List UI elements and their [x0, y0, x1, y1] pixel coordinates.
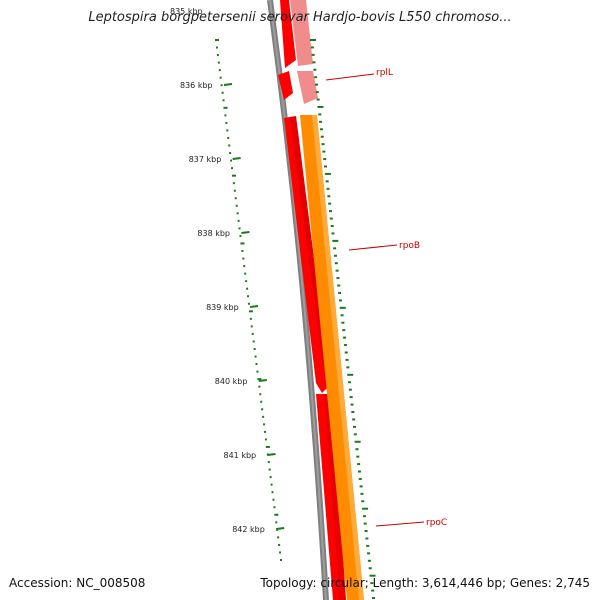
gene-feature-rpoC — [300, 115, 364, 600]
tick-mark — [276, 527, 285, 530]
tick-label-top: 835 kbp — [170, 7, 203, 16]
tick-label: 838 kbp — [197, 229, 230, 238]
map-title: Leptospira borgpetersenii serovar Hardjo… — [88, 10, 512, 25]
gc-dot-track-left — [215, 39, 282, 561]
tick-label: 837 kbp — [189, 155, 222, 164]
topology-summary: Topology: circular; Length: 3,614,446 bp… — [260, 576, 590, 590]
tick-label: 842 kbp — [232, 525, 265, 534]
tick-mark — [241, 231, 250, 234]
gene-label-rplL: rplL — [376, 68, 393, 78]
tick-label: 839 kbp — [206, 303, 239, 312]
tick-label: 841 kbp — [224, 451, 257, 460]
tick-mark — [258, 379, 267, 382]
gene-label-rpoB: rpoB — [399, 241, 420, 251]
accession-text: Accession: NC_008508 — [9, 576, 146, 590]
tick-label: 836 kbp — [180, 81, 213, 90]
tick-label: 840 kbp — [215, 377, 248, 386]
tick-mark — [267, 453, 276, 456]
tick-mark — [232, 157, 241, 160]
axis-ticks: 835 kbp 836 kbp 837 kbp 838 kbp 839 kbp 840 … — [170, 7, 285, 534]
gene-feature-rplL — [278, 0, 318, 104]
tick-mark — [223, 83, 233, 86]
gene-labels: rplL rpoB rpoC — [325, 68, 447, 528]
gene-label-rpoC: rpoC — [426, 518, 447, 528]
gc-dot-track-right — [310, 39, 376, 599]
tick-mark — [249, 305, 259, 308]
